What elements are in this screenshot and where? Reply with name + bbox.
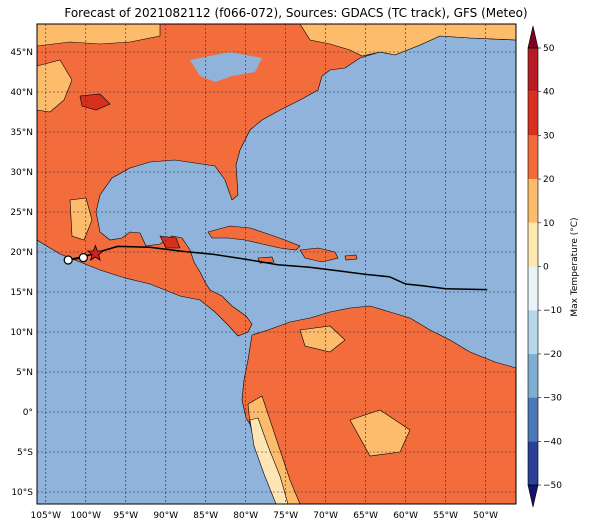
land-warm-mexico: [69, 197, 93, 241]
lon-tick-label: 90°W: [153, 511, 178, 521]
colorbar-tick-label: −10: [543, 306, 562, 316]
lat-tick-label: 20°N: [10, 248, 33, 258]
colorbar-segment: [528, 179, 538, 223]
colorbar-tick-label: 40: [543, 88, 555, 98]
land-red-spot: [159, 235, 181, 249]
land-puerto-rico: [344, 254, 358, 261]
lat-tick-label: 10°N: [10, 328, 33, 338]
colorbar-tick-label: 20: [543, 175, 555, 185]
colorbar-tick-label: 10: [543, 219, 555, 229]
lat-tick-label: 5°N: [16, 368, 33, 378]
land-warm-amazon: [349, 409, 411, 457]
great-lakes: [190, 52, 262, 82]
colorbar-tick-label: −20: [543, 350, 562, 360]
colorbar-tick-label: 50: [543, 44, 555, 54]
colorbar-tick-label: −50: [543, 481, 562, 491]
lon-tick-label: 100°W: [70, 511, 101, 521]
land-hispaniola: [299, 247, 339, 263]
colorbar-extend-max: [527, 25, 539, 49]
colorbar-extend-min: [527, 484, 539, 508]
lon-tick-label: 55°W: [433, 511, 458, 521]
lon-tick-label: 80°W: [233, 511, 258, 521]
colorbar-tick-label: −40: [543, 437, 562, 447]
track-point[interactable]: [78, 253, 88, 263]
land-warm-northeast: [299, 24, 516, 57]
lon-tick-label: 85°W: [193, 511, 218, 521]
colorbar-segment: [528, 48, 538, 92]
lon-tick-label: 70°W: [313, 511, 338, 521]
lat-tick-label: 25°N: [10, 208, 33, 218]
land-cuba: [207, 225, 301, 251]
longitude-labels: 105°W 100°W 95°W 90°W 85°W 80°W 75°W 70°W 65°W 60…: [31, 511, 499, 521]
colorbar-segment: [528, 353, 538, 398]
map-title: Forecast of 2021082112 (f066-072), Sourc…: [64, 6, 528, 20]
lon-tick-label: 75°W: [273, 511, 298, 521]
track-point[interactable]: [63, 255, 73, 265]
colorbar-tick-label: 30: [543, 131, 555, 141]
lat-tick-label: 5°S: [17, 448, 33, 458]
colorbar-segment: [528, 266, 538, 311]
land-red-mexico-north: [79, 93, 111, 111]
land-warm-venezuela: [299, 325, 346, 353]
tc-track-points: [63, 252, 96, 265]
lon-tick-label: 65°W: [353, 511, 378, 521]
colorbar-label: Max Temperature (°C): [570, 217, 580, 316]
colorbar: 50 40 30 20 10 0 −10 −20 −30 −40 −50: [527, 25, 562, 508]
map-frame: [36, 23, 517, 505]
colorbar-segment: [528, 441, 538, 485]
colorbar-tick-label: −30: [543, 394, 562, 404]
lat-tick-label: 10°S: [11, 488, 33, 498]
land-north-america: [37, 24, 516, 337]
colorbar-tick-label: 0: [543, 263, 549, 273]
lat-tick-label: 30°N: [10, 168, 33, 178]
graticule: [37, 24, 516, 504]
lat-tick-label: 40°N: [10, 88, 33, 98]
colorbar-segment: [528, 397, 538, 442]
latitude-labels: 45°N 40°N 35°N 30°N 25°N 20°N 15°N 10°N 5°N 0° 5°S…: [10, 48, 33, 498]
colorbar-segment: [528, 310, 538, 354]
land-pale-coast: [249, 417, 289, 504]
land-warm-canada: [37, 24, 161, 47]
map-area[interactable]: [37, 24, 516, 504]
lon-tick-label: 95°W: [113, 511, 138, 521]
lon-tick-label: 50°W: [473, 511, 498, 521]
storm-position-star[interactable]: [86, 244, 105, 261]
lat-tick-label: 35°N: [10, 128, 33, 138]
tc-track-line[interactable]: [98, 245, 488, 291]
lat-tick-label: 0°: [23, 408, 33, 418]
colorbar-segment: [528, 91, 538, 136]
colorbar-segment: [528, 135, 538, 180]
colorbar-segment: [528, 222, 538, 267]
lat-tick-label: 15°N: [10, 288, 33, 298]
lon-tick-label: 105°W: [31, 511, 62, 521]
lon-tick-label: 60°W: [393, 511, 418, 521]
lat-tick-label: 45°N: [10, 48, 33, 58]
